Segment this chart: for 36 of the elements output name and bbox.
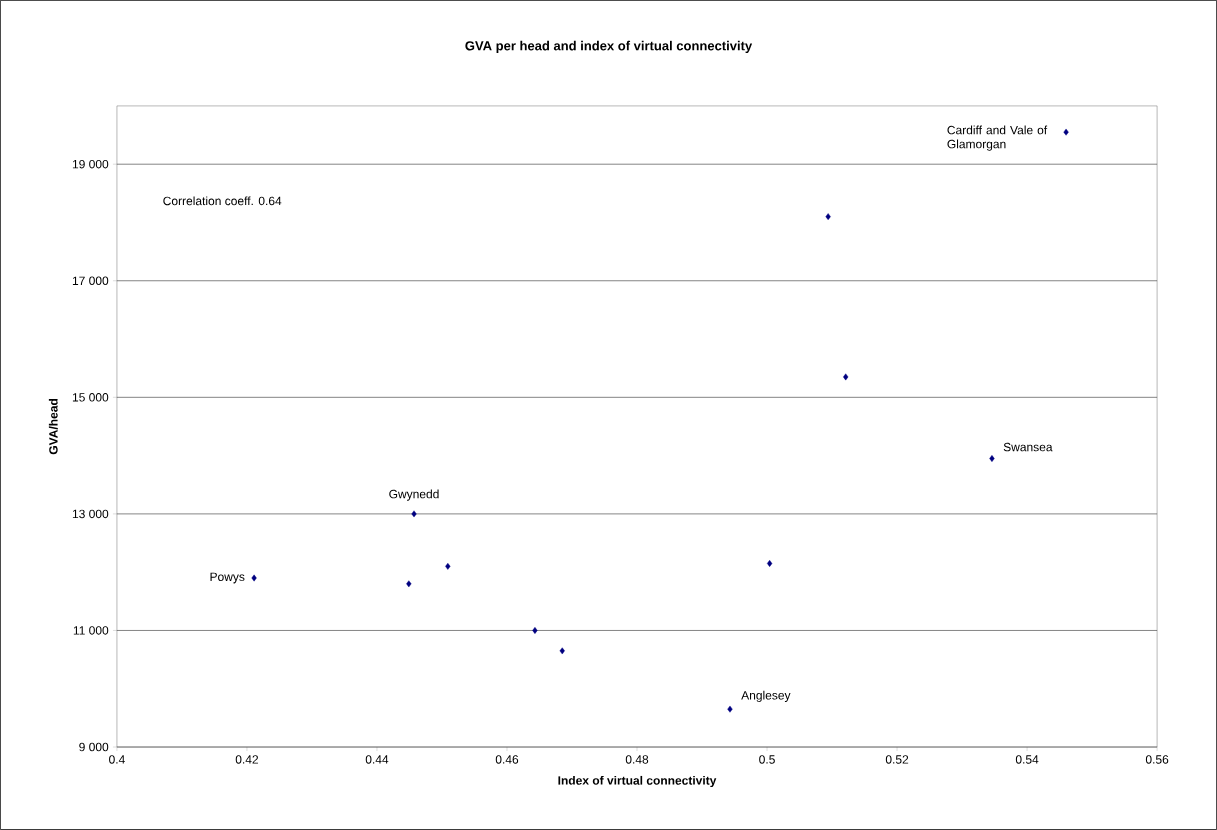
- x-tick-label: 0.48: [625, 755, 649, 764]
- x-tick-label: 0.46: [495, 755, 519, 764]
- y-axis-title: GVA/head: [48, 399, 58, 455]
- x-tick-label: 0.4: [109, 755, 125, 764]
- y-tick-label: 19 000: [72, 159, 109, 169]
- y-tick-label: 17 000: [72, 276, 109, 286]
- y-tick-label: 13 000: [72, 509, 109, 519]
- annotation: Cardiff and Vale of Glamorgan: [947, 125, 1048, 151]
- x-tick-label: 0.54: [1015, 755, 1039, 764]
- point: [445, 562, 451, 570]
- annotation: Gwynedd: [389, 489, 439, 501]
- point: [1063, 128, 1069, 136]
- x-tick-label: 0.44: [365, 755, 389, 764]
- y-tick-label: 15 000: [72, 393, 109, 402]
- y-tick-label: 9 000: [79, 742, 109, 752]
- point: [989, 455, 995, 462]
- x-tick-label: 0.52: [885, 755, 909, 764]
- x-axis-title: Index of virtual connectivity: [558, 775, 717, 788]
- point: [825, 213, 831, 221]
- point: [843, 373, 849, 381]
- x-tick-label: 0.42: [235, 755, 259, 764]
- y-tick-label: 11 000: [73, 626, 109, 635]
- annotation: Anglesey: [741, 690, 791, 702]
- point: [406, 580, 412, 588]
- point: [767, 560, 773, 567]
- chart-title: GVA per head and index of virtual connectivity: [465, 40, 753, 53]
- point: [411, 510, 417, 518]
- annotation: Powys: [210, 572, 245, 584]
- point: [559, 647, 565, 655]
- annotation: Swansea: [1003, 442, 1053, 452]
- x-tick-label: 0.5: [759, 755, 775, 764]
- point: [251, 574, 257, 582]
- point: [532, 627, 538, 634]
- point: [727, 705, 733, 713]
- x-tick-label: 0.56: [1145, 755, 1169, 764]
- annotation: Correlation coeff. 0.64: [163, 196, 282, 206]
